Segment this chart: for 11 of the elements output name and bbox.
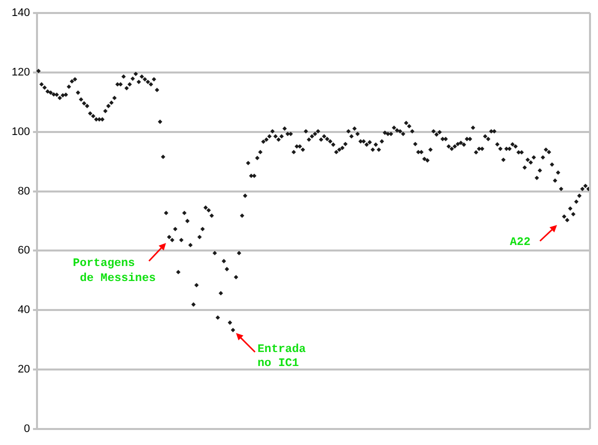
y-tick-label: 80 bbox=[18, 185, 30, 198]
y-tick-label: 120 bbox=[12, 66, 30, 78]
annotation: A22 bbox=[510, 236, 531, 250]
y-tick-label: 0 bbox=[24, 423, 30, 436]
annotation: Portagens de Messines bbox=[72, 256, 156, 285]
y-tick-label: 20 bbox=[18, 364, 30, 376]
annotation: Entrada no IC1 bbox=[258, 342, 306, 370]
y-tick-label: 60 bbox=[18, 244, 30, 257]
y-tick-label: 40 bbox=[18, 304, 30, 316]
y-tick-label: 100 bbox=[12, 126, 30, 138]
y-tick-label: 140 bbox=[12, 7, 30, 20]
